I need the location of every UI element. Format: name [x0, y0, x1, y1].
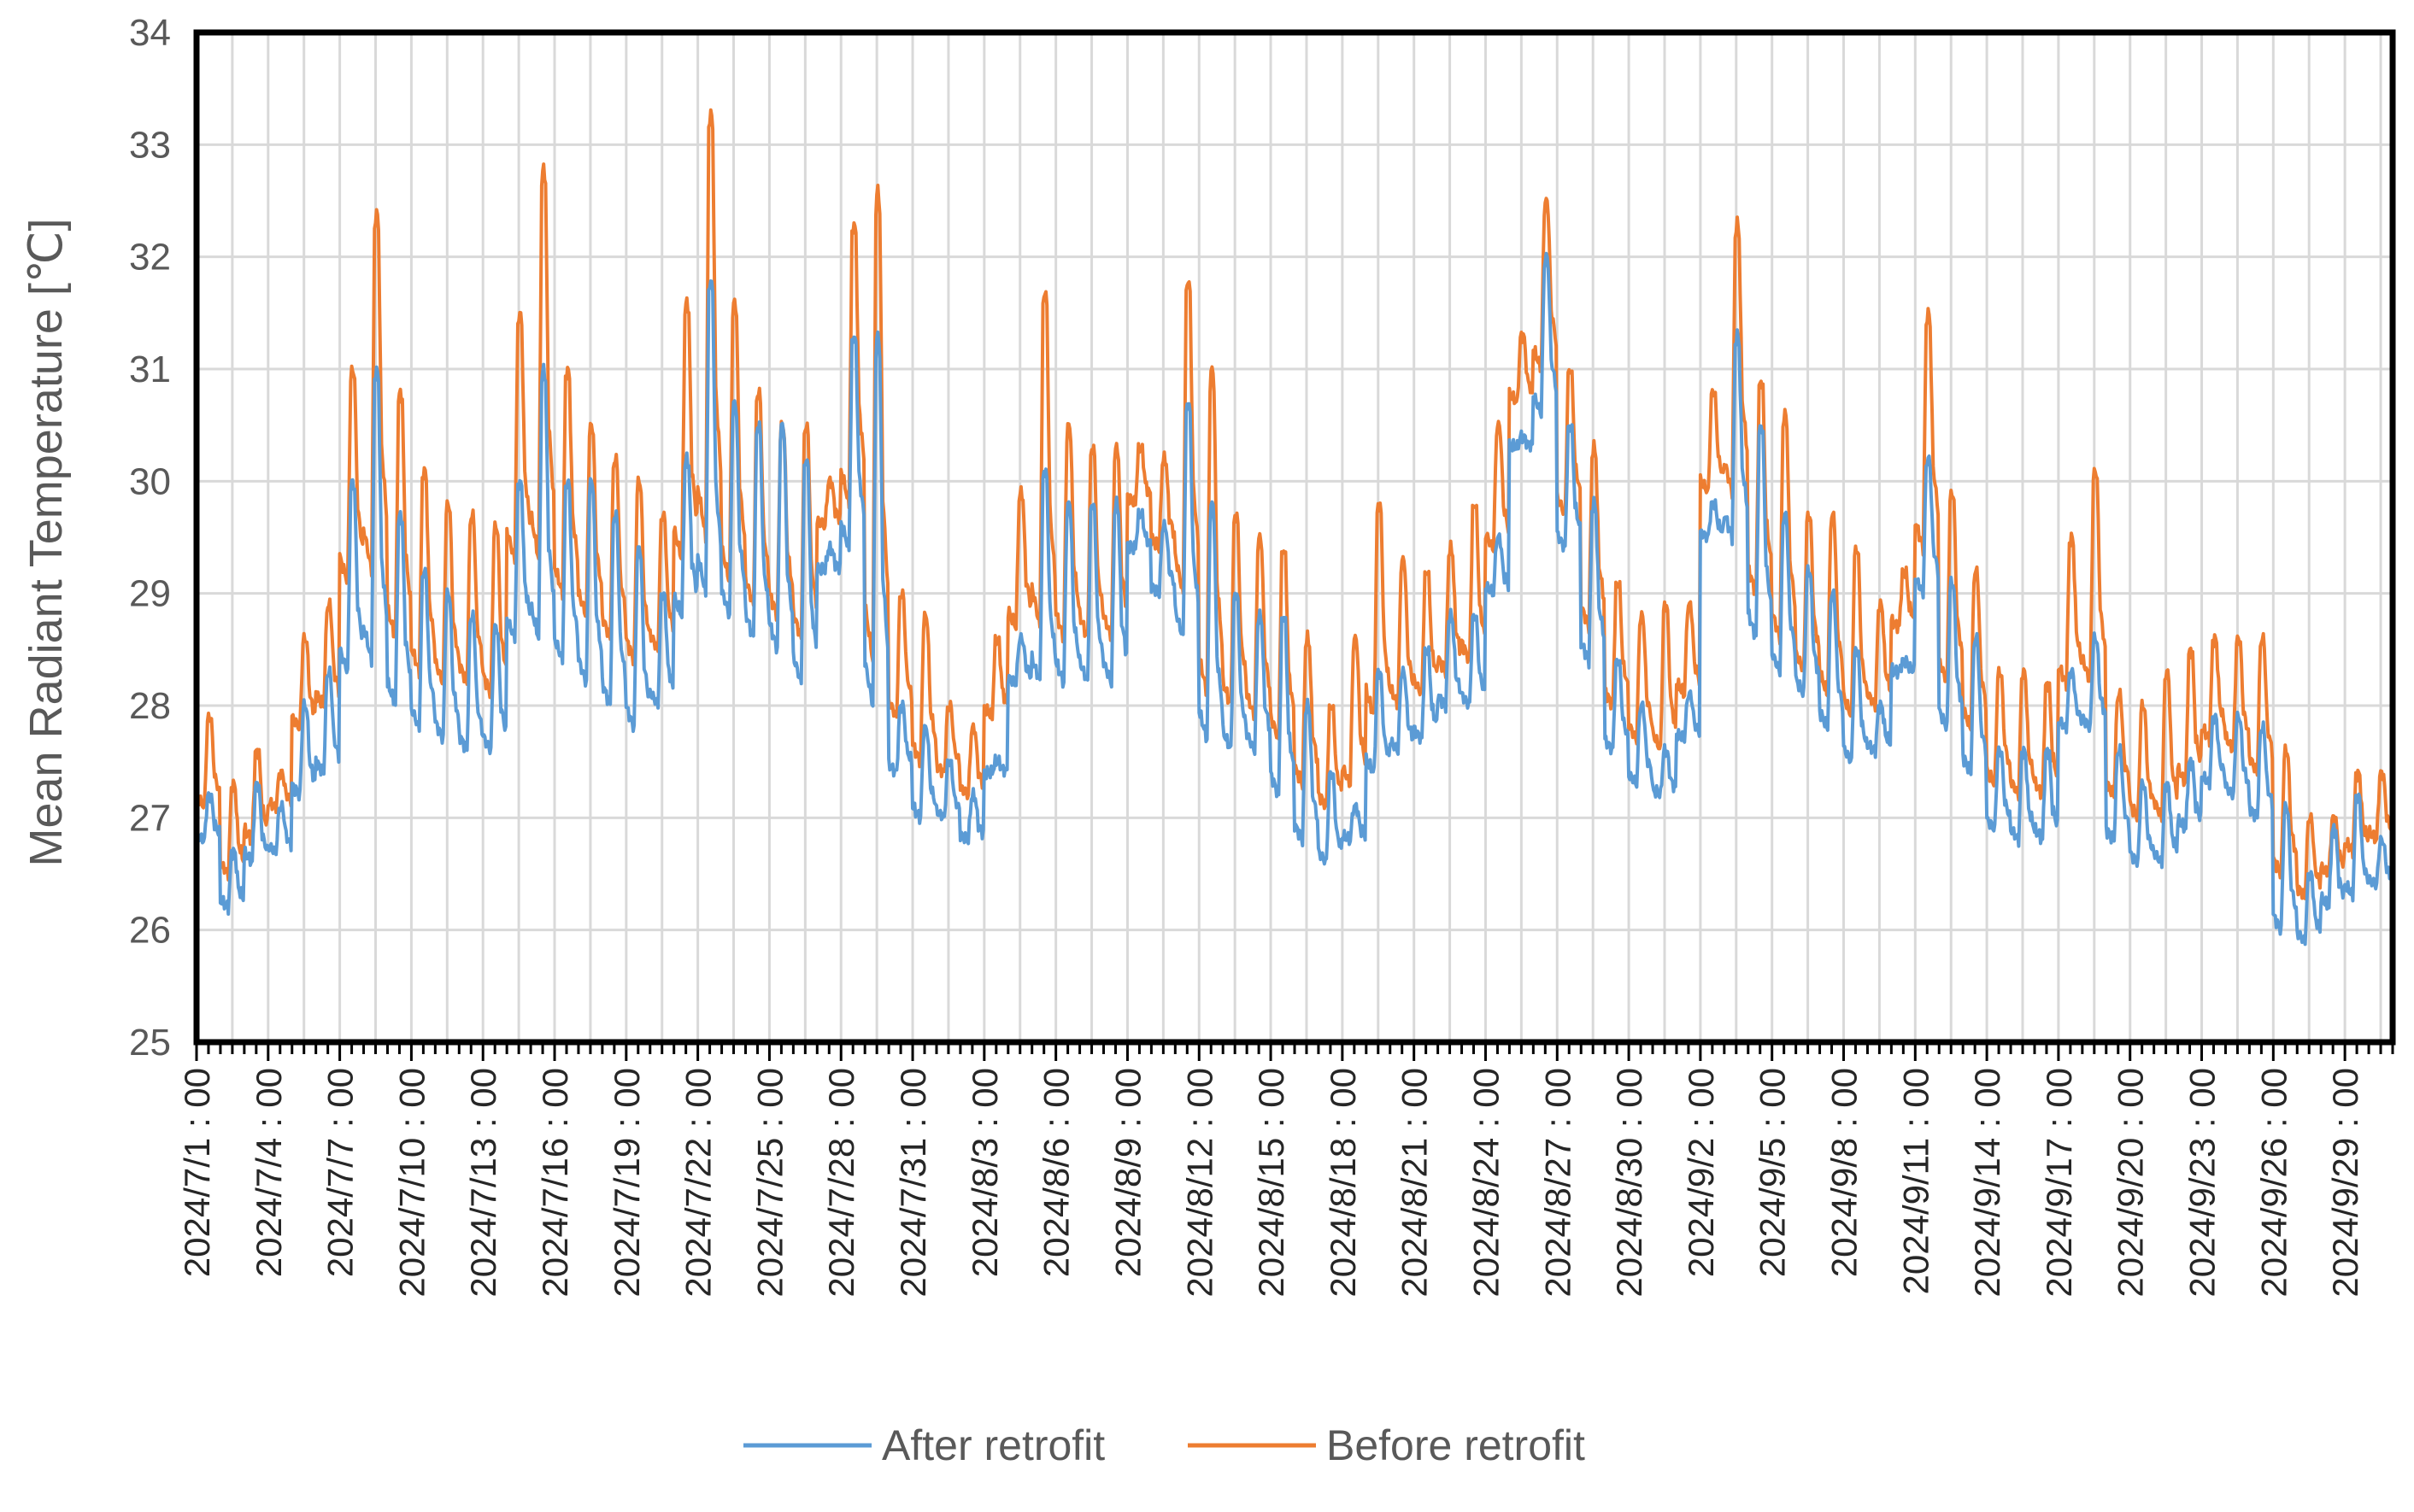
plot-area-frame [193, 29, 2396, 1046]
x-tick-label: 2024/9/29 : 00 [2325, 1068, 2365, 1298]
x-tick-label: 2024/9/2 : 00 [1681, 1068, 1721, 1277]
x-tick-marks [195, 1042, 2394, 1061]
x-tick-labels: 2024/7/1 : 00 2024/7/4 : 00 2024/7/7 : 00 2… [177, 1068, 2365, 1298]
y-tick-label: 30 [129, 460, 171, 502]
y-tick-label: 26 [129, 910, 171, 952]
x-tick-label: 2024/8/9 : 00 [1107, 1068, 1148, 1277]
y-tick-label: 34 [129, 12, 171, 54]
x-tick-label: 2024/8/27 : 00 [1537, 1068, 1577, 1298]
x-tick-label: 2024/9/8 : 00 [1824, 1068, 1865, 1277]
x-tick-label: 2024/8/12 : 00 [1179, 1068, 1219, 1298]
x-tick-label: 2024/9/5 : 00 [1753, 1068, 1793, 1277]
x-tick-label: 2024/9/11 : 00 [1895, 1068, 1935, 1294]
y-tick-label: 28 [129, 685, 171, 727]
x-tick-label: 2024/7/22 : 00 [678, 1068, 719, 1298]
y-axis-title: Mean Radiant Temperature [℃] [21, 218, 72, 866]
x-tick-label: 2024/7/13 : 00 [463, 1068, 503, 1298]
x-tick-label: 2024/7/31 : 00 [893, 1068, 933, 1298]
y-tick-label: 29 [129, 573, 171, 615]
x-tick-label: 2024/8/3 : 00 [965, 1068, 1005, 1277]
y-tick-label: 32 [129, 237, 171, 278]
x-tick-label: 2024/7/10 : 00 [391, 1068, 432, 1298]
x-tick-label: 2024/7/4 : 00 [249, 1068, 289, 1277]
series-lines [195, 108, 2394, 946]
x-tick-label: 2024/8/6 : 00 [1037, 1068, 1077, 1277]
legend-label: After retrofit [882, 1421, 1105, 1469]
x-tick-label: 2024/9/23 : 00 [2182, 1068, 2223, 1298]
x-tick-label: 2024/9/17 : 00 [2039, 1068, 2079, 1298]
x-tick-label: 2024/8/18 : 00 [1323, 1068, 1363, 1298]
x-tick-label: 2024/7/19 : 00 [607, 1068, 647, 1298]
x-tick-label: 2024/7/28 : 00 [821, 1068, 861, 1298]
y-tick-label: 33 [129, 124, 171, 166]
series-line-after-retrofit [195, 251, 2394, 946]
x-tick-label: 2024/8/24 : 00 [1465, 1068, 1506, 1298]
x-tick-label: 2024/8/21 : 00 [1395, 1068, 1435, 1298]
x-tick-label: 2024/7/7 : 00 [320, 1068, 361, 1277]
x-tick-label: 2024/7/25 : 00 [749, 1068, 790, 1298]
legend: After retrofit Before retrofit [743, 1421, 1585, 1469]
legend-label: Before retrofit [1326, 1421, 1585, 1469]
x-tick-label: 2024/9/20 : 00 [2111, 1068, 2151, 1298]
x-tick-label: 2024/8/15 : 00 [1251, 1068, 1291, 1298]
x-tick-label: 2024/9/26 : 00 [2253, 1068, 2294, 1298]
horizontal-gridlines [197, 31, 2393, 1044]
x-tick-label: 2024/9/14 : 00 [1967, 1068, 2007, 1298]
x-tick-label: 2024/8/30 : 00 [1609, 1068, 1649, 1298]
vertical-gridlines [231, 32, 2382, 1042]
y-tick-label: 31 [129, 349, 171, 390]
x-tick-label: 2024/7/16 : 00 [535, 1068, 575, 1298]
y-tick-labels: 25 26 27 28 29 30 31 32 33 34 [129, 12, 171, 1064]
y-tick-label: 25 [129, 1022, 171, 1064]
y-tick-label: 27 [129, 797, 171, 839]
x-tick-label: 2024/7/1 : 00 [177, 1068, 217, 1277]
